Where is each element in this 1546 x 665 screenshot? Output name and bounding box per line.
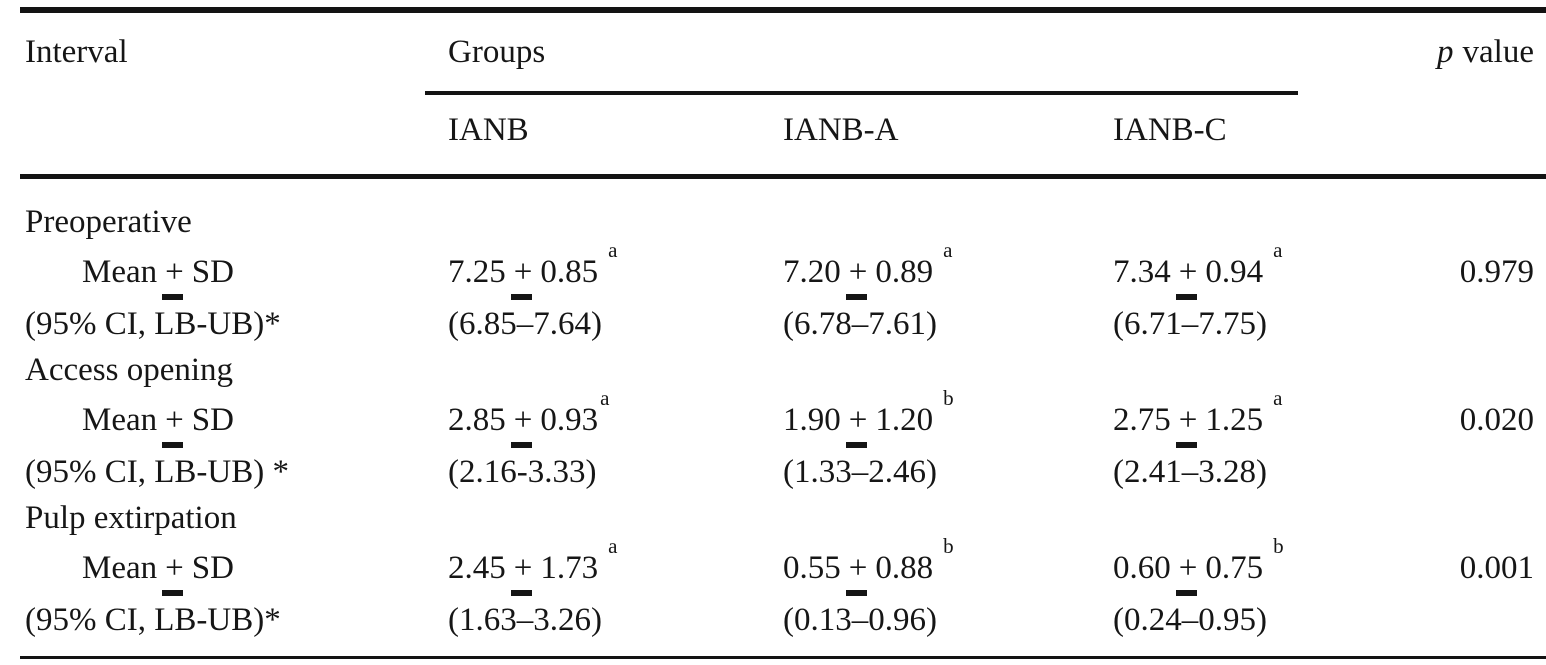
- ci-cell-pulp-ianb: (1.63–3.26): [448, 602, 602, 638]
- significance-superscript: b: [943, 386, 954, 410]
- sd-value: 0.85: [540, 254, 599, 290]
- sd-value: 0.89: [875, 254, 934, 290]
- mean-cell-pulp-ianb-c: 0.60 +0.75 b: [1113, 536, 1284, 596]
- mean-text: Mean: [82, 254, 158, 290]
- significance-superscript: a: [943, 238, 953, 262]
- col-header-groups: Groups: [448, 34, 546, 70]
- mean-value: 2.45: [448, 550, 506, 586]
- plus-minus-sign: +: [1171, 400, 1206, 448]
- sd-text: SD: [191, 550, 234, 586]
- mean-sd-label: Mean + SD: [82, 252, 234, 300]
- plus-minus-sign: +: [841, 548, 876, 596]
- col-header-p-value: p value: [1437, 32, 1534, 72]
- ci-cell-pulp-ianb-a: (0.13–0.96): [783, 602, 937, 638]
- plus-minus-sign: +: [157, 548, 192, 596]
- mean-text: Mean: [82, 550, 158, 586]
- col-header-ianb-a: IANB-A: [783, 112, 899, 148]
- mean-value: 0.55: [783, 550, 841, 586]
- section-label-pulp-extirpation: Pulp extirpation: [25, 500, 237, 536]
- ci-label: (95% CI, LB-UB)*: [25, 306, 281, 342]
- mean-cell-access-ianb: 2.85 +0.93a: [448, 388, 609, 448]
- ci-cell-preop-ianb-a: (6.78–7.61): [783, 306, 937, 342]
- mean-sd-label: Mean + SD: [82, 400, 234, 448]
- sd-value: 1.25: [1205, 402, 1264, 438]
- ci-cell-access-ianb-a: (1.33–2.46): [783, 454, 937, 490]
- significance-superscript: a: [1273, 386, 1283, 410]
- mean-cell-access-ianb-c: 2.75 +1.25 a: [1113, 388, 1282, 448]
- plus-minus-sign: +: [506, 548, 541, 596]
- mean-value: 2.75: [1113, 402, 1171, 438]
- significance-superscript: a: [1273, 238, 1283, 262]
- sd-value: 1.20: [875, 402, 934, 438]
- plus-minus-sign: +: [506, 400, 541, 448]
- section-label-access-opening: Access opening: [25, 352, 234, 388]
- p-value-pulp: 0.001: [1459, 550, 1534, 586]
- mean-text: Mean: [82, 402, 158, 438]
- significance-superscript: a: [600, 386, 610, 410]
- sd-text: SD: [191, 402, 234, 438]
- sd-value: 0.88: [875, 550, 934, 586]
- significance-superscript: b: [1273, 534, 1284, 558]
- plus-minus-sign: +: [841, 252, 876, 300]
- plus-minus-sign: +: [506, 252, 541, 300]
- ci-cell-access-ianb: (2.16-3.33): [448, 454, 597, 490]
- table-rule-top: [20, 7, 1546, 13]
- p-value-italic-p: p: [1437, 34, 1454, 70]
- significance-superscript: a: [608, 238, 618, 262]
- plus-minus-sign: +: [841, 400, 876, 448]
- ci-cell-access-ianb-c: (2.41–3.28): [1113, 454, 1267, 490]
- mean-cell-access-ianb-a: 1.90 +1.20 b: [783, 388, 954, 448]
- mean-cell-preop-ianb: 7.25 +0.85 a: [448, 240, 617, 300]
- plus-minus-sign: +: [1171, 548, 1206, 596]
- ci-cell-pulp-ianb-c: (0.24–0.95): [1113, 602, 1267, 638]
- sd-value: 0.75: [1205, 550, 1264, 586]
- significance-superscript: b: [943, 534, 954, 558]
- mean-cell-preop-ianb-a: 7.20 +0.89 a: [783, 240, 952, 300]
- ci-label: (95% CI, LB-UB)*: [25, 602, 281, 638]
- table-rule-bottom: [20, 656, 1546, 659]
- mean-cell-pulp-ianb: 2.45 +1.73 a: [448, 536, 617, 596]
- ci-cell-preop-ianb: (6.85–7.64): [448, 306, 602, 342]
- section-label-preoperative: Preoperative: [25, 204, 192, 240]
- mean-value: 7.25: [448, 254, 506, 290]
- p-value-access: 0.020: [1459, 402, 1534, 438]
- sd-value: 0.94: [1205, 254, 1264, 290]
- col-header-ianb-c: IANB-C: [1113, 112, 1227, 148]
- mean-cell-preop-ianb-c: 7.34 +0.94 a: [1113, 240, 1282, 300]
- groups-spanner-rule: [425, 91, 1298, 95]
- plus-minus-sign: +: [157, 252, 192, 300]
- plus-minus-sign: +: [157, 400, 192, 448]
- mean-cell-pulp-ianb-a: 0.55 +0.88 b: [783, 536, 954, 596]
- mean-value: 7.20: [783, 254, 841, 290]
- mean-value: 7.34: [1113, 254, 1171, 290]
- mean-value: 1.90: [783, 402, 841, 438]
- p-value-label-rest: value: [1462, 34, 1534, 70]
- col-header-ianb: IANB: [448, 112, 529, 148]
- col-header-interval: Interval: [25, 34, 128, 70]
- sd-value: 0.93: [540, 402, 599, 438]
- plus-minus-sign: +: [1171, 252, 1206, 300]
- sd-text: SD: [191, 254, 234, 290]
- mean-value: 0.60: [1113, 550, 1171, 586]
- mean-sd-label: Mean + SD: [82, 548, 234, 596]
- ci-label: (95% CI, LB-UB) *: [25, 454, 289, 490]
- mean-value: 2.85: [448, 402, 506, 438]
- sd-value: 1.73: [540, 550, 599, 586]
- ci-cell-preop-ianb-c: (6.71–7.75): [1113, 306, 1267, 342]
- significance-superscript: a: [608, 534, 618, 558]
- header-bottom-rule: [20, 174, 1546, 179]
- p-value-preop: 0.979: [1459, 254, 1534, 290]
